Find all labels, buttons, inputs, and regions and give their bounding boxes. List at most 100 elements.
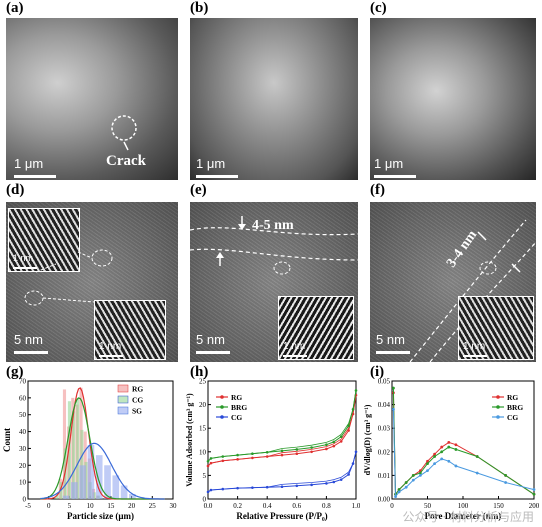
panel-label-i: (i) (370, 364, 385, 380)
point-brg (236, 453, 239, 457)
point-cg (426, 469, 429, 473)
point-brg (351, 408, 355, 411)
x-tick-label: 10 (87, 502, 95, 510)
scale-label-e: 5 nm (196, 332, 225, 347)
point-rg (221, 459, 225, 463)
bar-cg (76, 397, 80, 499)
scale-bar-a: 1 μm (14, 156, 58, 178)
y-tick-label: 70 (19, 378, 27, 386)
bar-sg (95, 455, 103, 499)
point-cg (354, 450, 358, 454)
bar-cg (55, 493, 59, 499)
bar-sg (71, 482, 78, 499)
desorption-line-rg (207, 395, 357, 467)
x-tick-label: 20 (128, 502, 136, 510)
scale-bar-e: 5 nm (196, 332, 236, 354)
x-tick-label: 150 (493, 502, 504, 510)
watermark: 公众号 · 材料分析与应用 (402, 510, 534, 524)
y-tick-label: 0.03 (378, 425, 391, 433)
crack-marker (111, 115, 137, 151)
point-rg (325, 447, 328, 451)
y-tick-label: 0.01 (378, 472, 391, 480)
y-axis-label: Volume Adsorbed (cm³ g⁻¹) (185, 393, 194, 487)
inset-d-fft: 1 nm (94, 300, 166, 360)
x-tick-label: 0.0 (204, 502, 213, 510)
y-tick-label: 0.00 (378, 496, 391, 504)
tem-image-e: 4-5 nm 1 nm 5 nm (190, 202, 358, 362)
point-rg (454, 443, 458, 447)
x-tick-label: 0 (390, 502, 394, 510)
scale-label-c: 1 μm (374, 156, 404, 171)
point-rg (209, 461, 213, 465)
legend-label-cg: CG (231, 413, 242, 422)
point-cg (310, 483, 313, 487)
fit-curve-sg (40, 442, 165, 500)
desorption-line-cg (207, 451, 357, 493)
scale-label-d: 5 nm (14, 332, 43, 347)
point-brg (310, 446, 313, 449)
panel-label-d: (d) (6, 182, 25, 198)
scale-bar-c: 1 μm (374, 156, 418, 178)
inset-scale-label-d: 1 nm (99, 341, 122, 352)
point-cg (280, 485, 284, 489)
legend-marker-brg (496, 405, 500, 409)
scale-label-a: 1 μm (14, 156, 44, 171)
point-brg (454, 448, 458, 451)
point-rg (236, 458, 239, 461)
legend-marker-cg (496, 415, 500, 419)
legend-label-rg: RG (132, 385, 143, 394)
point-brg (209, 457, 213, 460)
x-tick-label: 25 (149, 502, 157, 510)
x-tick-label: 0.6 (292, 502, 301, 510)
scale-bar-f: 5 nm (376, 332, 416, 354)
x-tick-label: 0.8 (322, 502, 331, 510)
x-axis-label: Relative Pressure (P/P₀) (236, 511, 327, 521)
y-tick-label: 30 (19, 445, 27, 453)
point-cg (454, 464, 458, 468)
point-cg (339, 478, 343, 481)
x-axis-label: Particle size (μm) (67, 511, 134, 521)
panel-label-c: (c) (370, 0, 387, 16)
point-cg (206, 490, 210, 494)
x-tick-label: 0.4 (263, 502, 272, 510)
point-cg (251, 486, 254, 489)
y-tick-label: 0 (203, 496, 207, 504)
panel-label-g: (g) (6, 364, 24, 380)
point-cg (221, 487, 225, 491)
legend-label-rg: RG (507, 393, 518, 402)
point-cg (504, 481, 507, 484)
point-brg (354, 389, 358, 392)
thickness-label-e: 4-5 nm (252, 218, 294, 233)
panel-label-e: (e) (190, 182, 207, 198)
bar-sg (87, 445, 95, 499)
y-tick-label: 20 (19, 462, 27, 470)
point-brg (280, 449, 284, 453)
panel-label-h: (h) (190, 364, 209, 380)
point-rg (433, 452, 436, 456)
bar-sg (129, 493, 136, 499)
legend-label-brg: BRG (507, 403, 523, 412)
point-brg (475, 455, 479, 458)
inset-e-fft: 1 nm (278, 296, 354, 360)
point-cg (397, 490, 401, 494)
bar-sg (62, 495, 70, 499)
pore-line-brg (392, 388, 535, 496)
point-cg (332, 480, 336, 484)
legend-marker-rg (496, 395, 500, 399)
sem-image-a: Crack 1 μm (6, 18, 178, 180)
sem-image-c: 1 μm (370, 18, 536, 180)
chart-i-pore-distribution: 0 50 100 150 200 0.00 0.01 0.02 0.03 0.04 0.05 Pore… (363, 378, 540, 522)
x-tick-label: 15 (107, 502, 115, 510)
legend-label-rg: RG (231, 393, 242, 402)
point-rg (426, 459, 429, 463)
point-cg (532, 488, 536, 491)
point-brg (347, 424, 350, 428)
layer-markers-e (190, 216, 358, 275)
y-tick-label: 60 (19, 394, 27, 402)
y-tick-label: 10 (199, 448, 207, 456)
legend-label-cg: CG (507, 413, 518, 422)
point-brg (419, 471, 422, 475)
bar-sg (104, 465, 111, 499)
y-axis-label: dV/dlog(D) (cm³ g⁻¹) (363, 404, 372, 475)
point-brg (426, 462, 429, 465)
